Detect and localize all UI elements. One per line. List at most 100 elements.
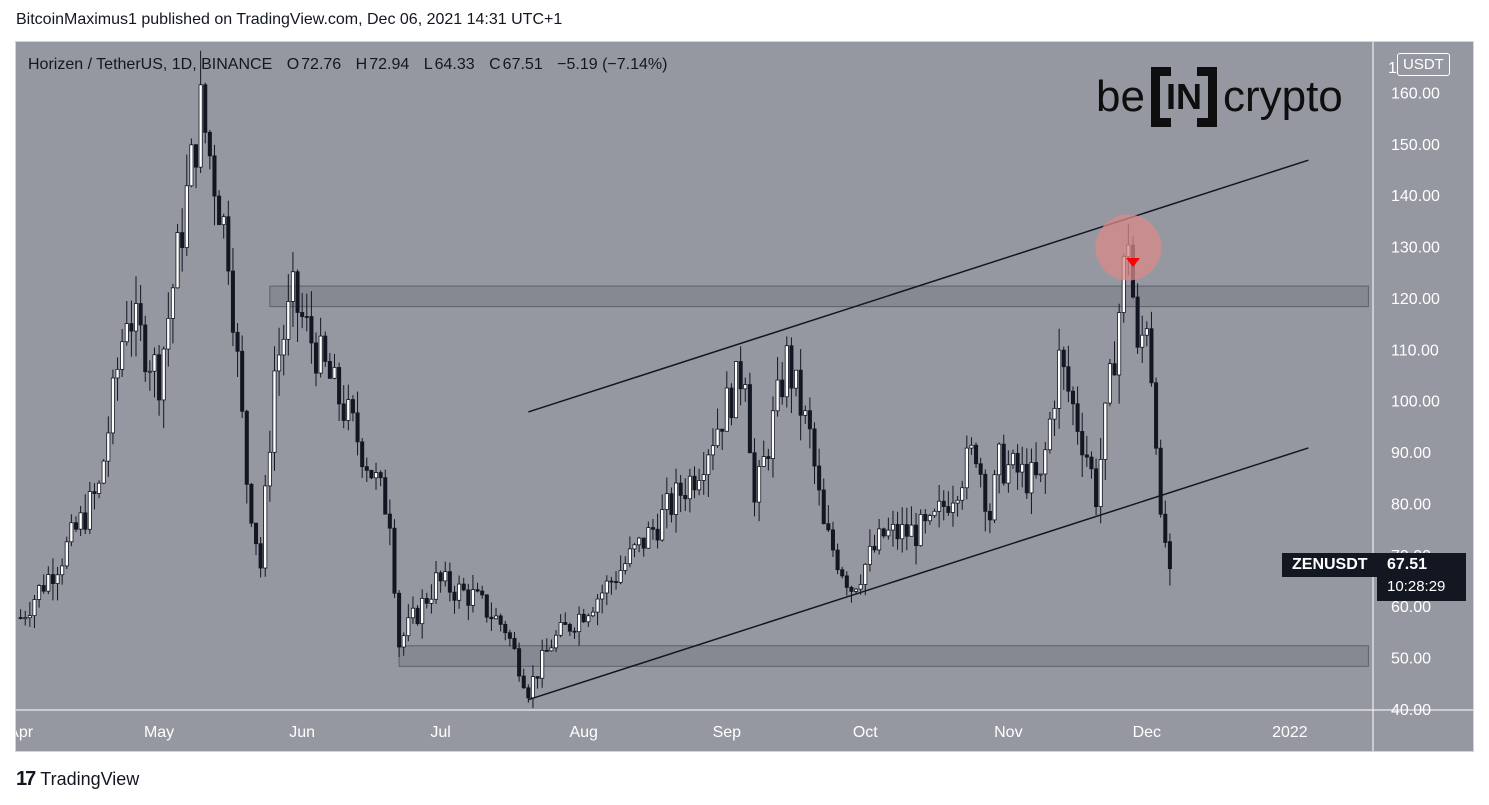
candle-body [577,613,582,633]
candle-body [1015,452,1020,473]
candle-body [32,599,37,617]
candle-body [184,185,189,248]
last-price-label: 67.51 10:28:29 [1377,553,1466,601]
currency-badge[interactable]: USDT [1397,53,1450,76]
candle-body [909,524,914,537]
candle-body [1075,403,1080,432]
candle-body [1107,363,1112,404]
candle-body [595,598,600,613]
y-tick-label: 50.00 [1391,651,1431,668]
candle-body [826,523,831,531]
candle-body [554,634,559,649]
candle-body [253,522,259,545]
channel-support [528,447,1309,701]
candlestick-chart[interactable]: 160.00150.00140.00130.00120.00110.00100.… [16,42,1474,752]
candle-body [1144,328,1149,336]
candle-body [332,367,337,379]
candle-body [1167,541,1172,570]
candle-body [803,410,808,416]
candle-body [420,597,425,625]
candle-body [978,463,983,475]
candle-body [401,635,406,648]
candle-body [304,316,309,318]
tradingview-logo-icon: 17 [16,768,36,790]
candle-body [614,581,619,583]
publish-info: BitcoinMaximus1 published on TradingView… [16,11,563,28]
candle-body [849,586,854,592]
candle-body [900,524,905,540]
candle-body [161,348,166,401]
candle-body [41,585,46,592]
candle-body [295,271,300,313]
candle-body [212,155,217,197]
candle-body [240,350,245,412]
candle-body [267,451,272,487]
candle-body [147,370,152,373]
logo-text-right: crypto [1222,72,1343,121]
tradingview-brand[interactable]: 17 TradingView [16,768,139,791]
candle-body [244,410,249,485]
candle-body [73,522,79,530]
x-tick-label: Dec [1133,724,1161,741]
candle-body [886,529,891,537]
candle-body [674,482,679,515]
candle-body [263,485,268,569]
candle-body [443,571,448,582]
candle-body [1098,459,1103,508]
candle-body [766,456,771,459]
candle-body [489,616,494,620]
candle-body [780,379,785,398]
candle-body [830,529,835,551]
candle-body [23,617,28,620]
candle-body [138,303,143,326]
chart-area[interactable]: 160.00 150.00 140.00 130.00 120.00 110.00 100.… [15,41,1474,752]
candle-body [632,544,637,550]
candle-body [669,493,674,515]
candle-body [895,523,900,540]
candle-body [110,377,115,434]
candle-body [124,323,129,343]
logo-text-left: be [1096,72,1145,121]
candle-body [600,592,605,600]
candle-body [143,324,148,373]
price-axis [1373,42,1473,751]
candle-body [309,316,314,344]
symbol-title: Horizen / TetherUS, 1D, BINANCE [28,56,273,73]
candle-body [784,345,789,398]
candle-body [1020,463,1025,473]
candle-body [872,545,877,551]
candle-body [715,428,720,447]
candle-body [941,500,946,507]
candle-body [60,565,65,576]
candle-body [1140,334,1145,348]
candle-body [535,676,540,679]
candle-body [854,588,859,592]
candle-body [1084,454,1089,458]
candle-body [798,369,803,416]
candle-body [87,491,92,530]
candle-body [521,675,526,689]
open-value: 72.76 [301,56,342,73]
candle-body [392,527,397,594]
candle-body [78,512,83,530]
candle-body [369,469,374,479]
candle-body [789,345,794,389]
candle-body [475,589,480,592]
candle-body [572,630,577,633]
candle-body [272,370,277,453]
y-tick-label: 140.00 [1391,188,1440,205]
candle-body [1001,443,1006,484]
candle-body [406,617,411,637]
candle-body [867,545,872,565]
low-key: L [423,56,433,73]
candle-body [950,502,955,513]
candle-body [807,410,812,430]
y-tick-label: 90.00 [1391,445,1431,462]
x-tick-label: Apr [16,724,34,741]
x-tick-label: Jul [430,724,450,741]
last-price: 67.51 [1387,556,1428,573]
candle-body [230,270,235,333]
y-tick-label: 80.00 [1391,496,1431,513]
candle-body [129,323,134,332]
candle-body [1070,390,1075,405]
